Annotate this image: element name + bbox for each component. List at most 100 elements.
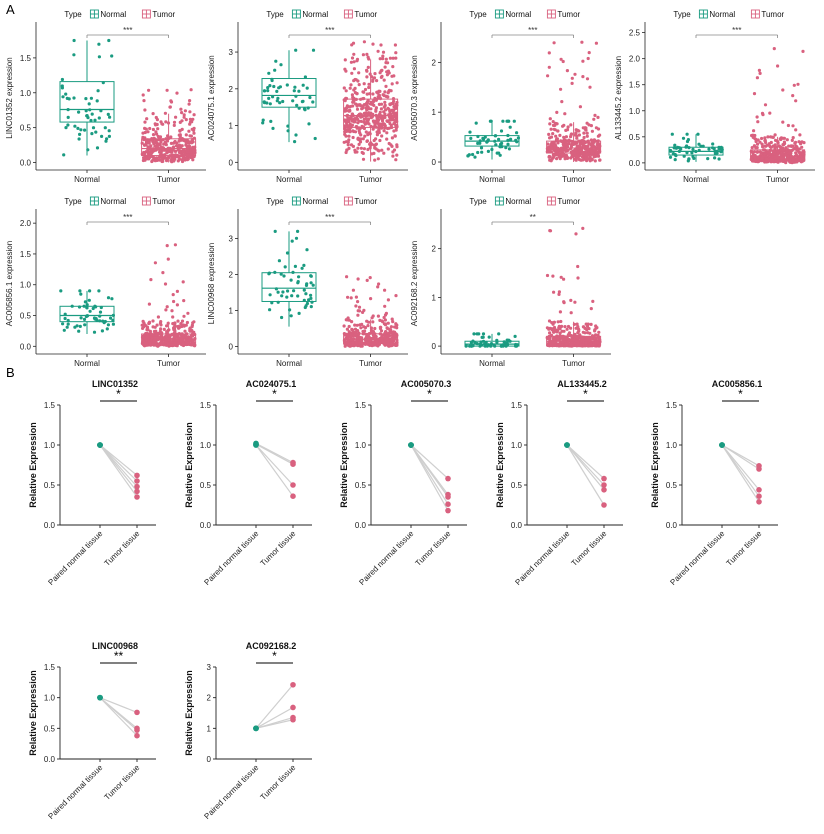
tumor-point — [445, 507, 451, 514]
chart-legend: Type Normal Tumor — [64, 196, 176, 206]
data-point — [360, 339, 364, 343]
pair-connector — [410, 444, 449, 498]
data-point — [186, 148, 190, 152]
data-point — [371, 320, 375, 324]
data-point — [363, 342, 367, 346]
data-point — [179, 107, 183, 111]
data-point — [171, 338, 175, 342]
data-point — [345, 327, 349, 331]
data-point — [346, 295, 350, 299]
data-point — [349, 338, 354, 342]
data-point — [556, 328, 560, 333]
data-point — [351, 330, 355, 334]
data-point — [192, 148, 196, 153]
data-point — [591, 145, 595, 149]
data-point — [377, 102, 381, 106]
tumor-point — [290, 704, 296, 711]
data-point — [753, 156, 758, 160]
data-point — [375, 133, 379, 137]
data-point — [358, 323, 362, 327]
data-point — [297, 275, 301, 279]
data-point — [373, 121, 378, 125]
data-point — [561, 338, 565, 342]
data-point — [282, 274, 286, 278]
data-point — [380, 115, 384, 119]
data-point — [562, 329, 566, 333]
data-point — [388, 118, 392, 122]
data-point — [354, 295, 358, 299]
paired-chart-4: AL133445.2* 0.0 0.5 1.0 1.5 Paired normal tis… — [495, 379, 623, 587]
data-point — [60, 77, 64, 82]
data-point — [151, 325, 155, 329]
data-point — [158, 149, 162, 153]
pair-connector — [566, 444, 605, 506]
data-point — [791, 158, 795, 162]
data-point — [558, 310, 563, 314]
data-point — [781, 148, 785, 152]
data-point — [185, 158, 190, 162]
data-point — [184, 339, 188, 343]
data-point — [771, 158, 775, 162]
data-point — [388, 103, 392, 107]
data-point — [559, 275, 563, 279]
data-point — [594, 41, 599, 45]
data-point — [173, 139, 177, 144]
data-point — [347, 109, 351, 113]
data-point — [387, 141, 391, 146]
data-point — [302, 298, 306, 302]
data-point — [692, 156, 696, 160]
data-point — [564, 142, 568, 146]
data-point — [180, 127, 184, 131]
data-point — [191, 339, 195, 343]
data-point — [379, 69, 383, 73]
y-tick-label: 1.5 — [666, 401, 678, 410]
data-point — [486, 149, 490, 153]
data-point — [756, 138, 760, 142]
data-point — [570, 81, 574, 85]
data-point — [356, 121, 360, 125]
data-point — [759, 151, 763, 155]
data-point — [61, 95, 65, 99]
x-tick-label: Tumor tissue — [103, 763, 142, 802]
data-point — [772, 47, 776, 51]
data-point — [165, 139, 170, 143]
data-point — [796, 82, 800, 86]
data-point — [303, 75, 307, 79]
data-point — [565, 327, 569, 331]
data-point — [103, 126, 107, 130]
data-point — [141, 158, 145, 163]
significance-label: * — [427, 387, 432, 401]
data-point — [375, 339, 379, 344]
data-point — [181, 137, 185, 141]
data-point — [781, 88, 785, 92]
data-point — [378, 89, 382, 93]
data-point — [586, 331, 590, 335]
data-point — [142, 151, 146, 155]
data-point — [181, 280, 185, 284]
data-point — [564, 342, 568, 346]
data-point — [286, 129, 290, 133]
y-axis-label: Relative Expression — [28, 422, 38, 508]
data-point — [767, 158, 771, 162]
data-point — [549, 150, 554, 154]
y-tick-label: 3 — [229, 235, 234, 244]
data-point — [383, 318, 387, 322]
y-tick-label: 1.0 — [355, 441, 367, 450]
pair-connector — [255, 684, 294, 729]
x-tick-label: Tumor — [766, 175, 789, 184]
data-point — [593, 113, 597, 117]
data-point — [354, 304, 358, 308]
data-point — [268, 293, 272, 297]
data-point — [588, 85, 592, 89]
data-point — [88, 108, 92, 112]
data-point — [374, 109, 378, 113]
data-point — [394, 56, 398, 60]
y-tick-label: 1.0 — [629, 107, 641, 116]
data-point — [374, 335, 378, 339]
data-point — [356, 277, 360, 281]
data-point — [781, 120, 785, 124]
data-point — [156, 134, 160, 139]
pair-connector — [99, 697, 138, 731]
data-point — [362, 332, 366, 336]
data-point — [394, 51, 398, 55]
